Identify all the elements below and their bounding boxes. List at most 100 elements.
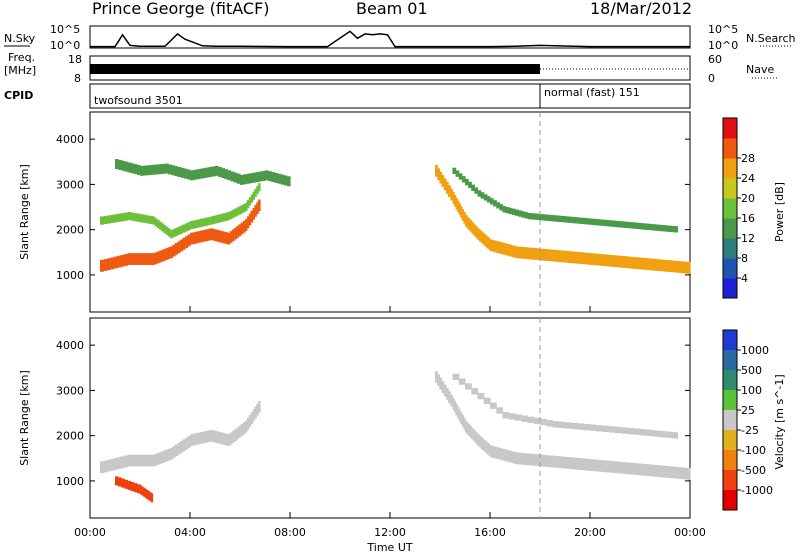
heatmap-cell — [154, 453, 158, 466]
heatmap-cell — [499, 448, 504, 460]
heatmap-cell — [127, 480, 132, 490]
heatmap-cell — [448, 391, 451, 404]
heatmap-cell — [236, 226, 240, 238]
heatmap-cell — [211, 166, 216, 177]
heatmap-cell — [200, 432, 204, 444]
heatmap-cell — [221, 168, 225, 179]
heatmap-cell — [488, 444, 491, 456]
heatmap-cell — [225, 212, 229, 221]
nsearch-top-tick: 10^5 — [708, 23, 738, 36]
colorbar-tick-label: 1000 — [741, 344, 769, 357]
heatmap-cell — [110, 257, 115, 270]
heatmap-cell — [177, 241, 181, 254]
heatmap-cell — [106, 215, 111, 224]
heatmap-cell — [477, 228, 480, 241]
heatmap-cell — [674, 466, 679, 479]
heatmap-cell — [493, 446, 497, 459]
heatmap-cell — [165, 449, 169, 462]
heatmap-cell — [163, 225, 167, 234]
heatmap-cell — [127, 454, 132, 467]
y-tick-label: 2000 — [56, 224, 84, 237]
heatmap-cell — [479, 435, 482, 448]
heatmap-cell — [655, 465, 660, 477]
heatmap-cell — [605, 254, 610, 267]
heatmap-cell — [671, 431, 675, 439]
heatmap-cell — [187, 435, 191, 448]
heatmap-cell — [180, 225, 184, 234]
heatmap-cell — [113, 256, 118, 269]
heatmap-cell — [140, 485, 143, 495]
heatmap-cell — [633, 428, 641, 435]
heatmap-cell — [649, 464, 654, 477]
heatmap-cell — [236, 173, 241, 184]
heatmap-cell — [118, 477, 122, 487]
heatmap-cell — [686, 261, 691, 274]
heatmap-cell — [103, 460, 108, 473]
heatmap-cell — [621, 462, 625, 474]
heatmap-cell — [624, 256, 629, 269]
heatmap-cell — [227, 232, 231, 245]
heatmap-cell — [146, 165, 150, 176]
heatmap-cell — [515, 209, 519, 216]
heatmap-cell — [215, 165, 219, 176]
heatmap-cell — [479, 229, 482, 242]
heatmap-cell — [227, 212, 231, 221]
heatmap-cell — [100, 259, 105, 272]
heatmap-cell — [170, 447, 174, 460]
heatmap-cell — [136, 253, 141, 265]
heatmap-cell — [683, 261, 688, 274]
heatmap-cell — [521, 211, 525, 218]
heatmap-cell — [540, 248, 544, 261]
freq-trace — [90, 64, 690, 74]
colorbar-swatch — [723, 370, 737, 391]
heatmap-cell — [524, 212, 529, 219]
colorbar-swatch — [723, 158, 737, 179]
heatmap-cell — [524, 453, 529, 466]
heatmap-cell — [655, 430, 660, 437]
heatmap-cell — [580, 217, 585, 225]
heatmap-cell — [621, 427, 629, 434]
heatmap-cell — [165, 226, 169, 235]
heatmap-cell — [583, 423, 591, 431]
heatmap-cell — [469, 219, 472, 232]
colorbar-tick-label: 12 — [741, 232, 755, 245]
heatmap-cell — [242, 422, 246, 435]
heatmap-cell — [250, 412, 254, 424]
heatmap-cell — [443, 178, 447, 191]
heatmap-cell — [186, 169, 191, 180]
heatmap-cell — [658, 224, 663, 232]
heatmap-cell — [561, 250, 566, 263]
heatmap-cell — [583, 458, 588, 471]
heatmap-cell — [200, 230, 204, 243]
heatmap-cell — [252, 409, 255, 422]
heatmap-cell — [580, 458, 585, 471]
heatmap-cell — [170, 246, 174, 259]
heatmap-cell — [175, 227, 179, 236]
heatmap-cell — [140, 454, 144, 467]
freq-bottom-tick: 8 — [74, 72, 81, 85]
heatmap-cell — [130, 163, 135, 174]
heatmap-cell — [533, 417, 541, 425]
heatmap-cell — [671, 260, 675, 273]
heatmap-cell — [234, 208, 237, 217]
heatmap-cell — [159, 452, 162, 464]
heatmap-cell — [636, 222, 641, 230]
heatmap-cell — [265, 170, 269, 181]
heatmap-cell — [465, 383, 472, 390]
heatmap-cell — [133, 164, 138, 175]
heatmap-cell — [482, 438, 485, 451]
heatmap-cell — [508, 413, 516, 420]
heatmap-cell — [121, 478, 125, 488]
colorbar-swatch — [723, 258, 737, 279]
heatmap-cell — [474, 224, 477, 237]
heatmap-cell — [170, 230, 174, 239]
heatmap-cell — [599, 254, 604, 266]
heatmap-cell — [205, 217, 209, 226]
heatmap-cell — [596, 425, 604, 432]
heatmap-cell — [474, 430, 477, 443]
heatmap-cell — [113, 214, 118, 223]
heatmap-cell — [665, 259, 669, 272]
nsearch-label: N.Search — [746, 32, 796, 45]
heatmap-cell — [502, 206, 507, 213]
heatmap-cell — [611, 255, 616, 267]
